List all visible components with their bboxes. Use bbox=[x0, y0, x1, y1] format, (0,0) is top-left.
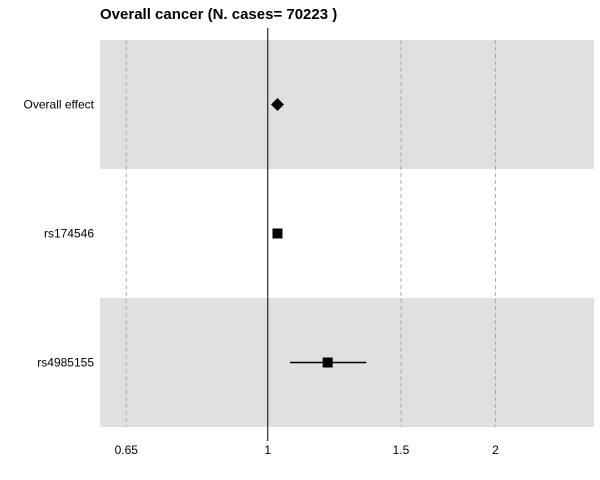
row-labels: Overall effect rs174546 rs4985155 bbox=[24, 98, 95, 370]
chart-title: Overall cancer (N. cases= 70223 ) bbox=[100, 6, 337, 23]
row-band bbox=[100, 40, 594, 169]
row-label: rs174546 bbox=[44, 227, 94, 241]
x-tick-label: 1 bbox=[264, 443, 271, 457]
estimate-square bbox=[322, 357, 333, 368]
estimate-diamond bbox=[270, 98, 284, 111]
row-bands bbox=[100, 40, 594, 427]
x-tick-label: 0.65 bbox=[115, 443, 139, 457]
grid-lines bbox=[125, 40, 496, 427]
row-label: Overall effect bbox=[24, 98, 95, 112]
x-tick-label: 2 bbox=[492, 443, 499, 457]
row-label: rs4985155 bbox=[37, 356, 94, 370]
estimate-square bbox=[272, 228, 283, 239]
x-axis-ticks: 0.65 1 1.5 2 bbox=[115, 443, 499, 457]
x-tick-label: 1.5 bbox=[393, 443, 410, 457]
estimate-markers bbox=[270, 98, 333, 368]
